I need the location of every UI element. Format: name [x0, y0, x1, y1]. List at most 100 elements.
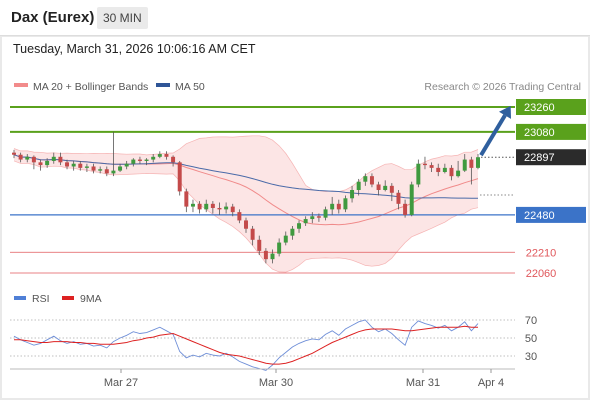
candle-body — [244, 220, 248, 229]
candle-body — [277, 242, 282, 254]
rsi-ma-line — [14, 325, 478, 365]
candle-body — [164, 154, 169, 157]
candle-body — [449, 167, 454, 177]
candle-body — [71, 163, 76, 167]
header-bar: Dax (Eurex) 30 MIN — [0, 0, 590, 36]
candle-body — [157, 154, 162, 157]
bollinger-upper-band — [13, 135, 479, 192]
candle-body — [263, 250, 268, 260]
rsi-ma-legend-swatch — [62, 296, 74, 300]
candle-body — [131, 159, 136, 164]
candle-body — [84, 166, 89, 168]
rsi-panel: 70 50 30 — [10, 315, 537, 371]
candle-body — [323, 209, 328, 218]
arrow-head — [499, 105, 511, 119]
candle-body — [38, 162, 43, 166]
bollinger-band-area — [14, 135, 478, 273]
candle-body — [403, 203, 408, 215]
candle-body — [65, 162, 70, 167]
candle-body — [190, 203, 195, 207]
rsi-line — [13, 319, 479, 371]
rsi-tick-label: 50 — [525, 333, 537, 345]
candle-body — [462, 159, 467, 171]
candle-body — [98, 169, 103, 171]
level-tag-22480 — [516, 206, 586, 223]
candle-body — [257, 239, 262, 251]
candle-body — [376, 184, 381, 190]
candle-body — [310, 216, 315, 220]
candle-body — [270, 253, 275, 260]
candle-body — [78, 163, 83, 168]
x-tick-label: Mar 30 — [259, 377, 293, 389]
bollinger-legend-swatch — [14, 83, 28, 87]
candle-body — [369, 176, 374, 185]
rsi-legend-swatch — [14, 296, 26, 300]
candle-body — [137, 159, 142, 161]
candle-body — [177, 162, 182, 192]
candle-body — [217, 207, 222, 210]
bollinger-legend-label: MA 20 + Bollinger Bands — [33, 81, 148, 93]
candle-body — [422, 163, 427, 166]
candle-body — [290, 228, 295, 236]
candle-body — [303, 219, 308, 224]
level-label-23260: 23260 — [524, 102, 555, 114]
rsi-ma-legend-label: 9MA — [80, 293, 102, 305]
instrument-title: Dax (Eurex) — [11, 9, 95, 26]
level-label-23080: 23080 — [524, 127, 555, 139]
x-axis-ticks: Mar 27 Mar 30 Mar 31 Apr 4 — [104, 369, 504, 389]
credit-text: Research © 2026 Trading Central — [424, 81, 581, 93]
forecast-arrow — [479, 105, 511, 157]
candle-body — [230, 206, 235, 213]
candle-body — [104, 169, 109, 174]
level-tag-23080 — [516, 123, 586, 140]
level-tag-23260 — [516, 99, 586, 115]
candle-body — [416, 163, 421, 185]
level-label-22210: 22210 — [526, 247, 557, 259]
candle-body — [25, 156, 30, 160]
timestamp: Tuesday, March 31, 2026 10:06:16 AM CET — [13, 42, 256, 56]
candle-body — [111, 170, 116, 174]
bollinger-bands — [13, 135, 479, 273]
candle-body — [283, 235, 288, 243]
candle-body — [91, 166, 96, 171]
candle-body — [350, 190, 355, 199]
candle-body — [476, 157, 480, 168]
candle-body — [58, 156, 63, 163]
candle-body — [297, 223, 302, 229]
rsi-tick-label: 70 — [525, 315, 537, 327]
candle-body — [456, 170, 461, 177]
level-label-22060: 22060 — [526, 268, 557, 280]
ma50-line — [13, 154, 478, 199]
arrow-shaft — [479, 114, 507, 157]
candle-body — [442, 167, 447, 173]
moving-averages — [13, 154, 479, 226]
timeframe-badge[interactable]: 30 MIN — [97, 7, 148, 29]
candle-body — [330, 203, 335, 210]
x-tick-label: Apr 4 — [478, 377, 504, 389]
candle-body — [118, 166, 123, 171]
candle-body — [224, 206, 229, 210]
candle-body — [151, 156, 156, 160]
candle-body — [469, 159, 474, 168]
candle-body — [204, 203, 209, 210]
candle-body — [316, 216, 321, 218]
rsi-legend-label: RSI — [32, 293, 50, 305]
candle-body — [197, 203, 202, 210]
candle-body — [210, 203, 215, 208]
candle-body — [343, 198, 348, 210]
candle-body — [237, 212, 242, 221]
candle-body — [336, 203, 341, 210]
candle-body — [429, 165, 434, 168]
current-price-label: 22897 — [524, 152, 555, 164]
candle-body — [409, 184, 414, 215]
price-levels — [10, 106, 515, 274]
candle-body — [31, 156, 36, 163]
bollinger-lower-band — [13, 160, 479, 273]
rsi-tick-label: 30 — [525, 351, 537, 363]
candle-body — [184, 191, 189, 207]
candle-body — [250, 228, 255, 240]
ma50-legend-label: MA 50 — [175, 81, 205, 93]
candle-body — [51, 156, 56, 161]
candle-body — [124, 163, 129, 167]
